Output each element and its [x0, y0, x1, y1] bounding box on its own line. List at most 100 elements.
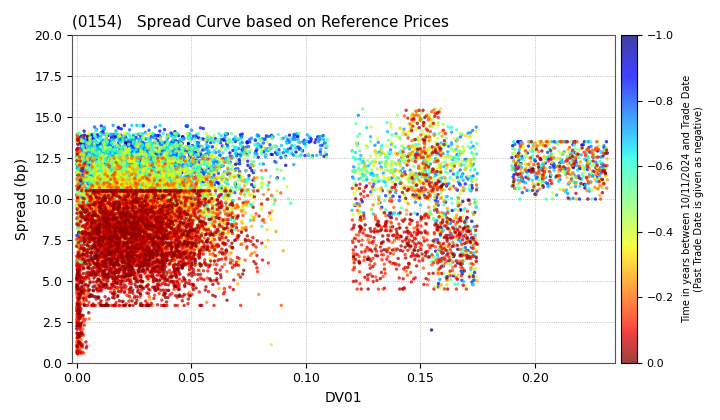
Point [410, 155, 421, 162]
Point [156, 164, 168, 171]
Point [164, 176, 176, 183]
Point [171, 249, 182, 256]
Point [86, 249, 97, 256]
Point [199, 158, 211, 165]
Point [163, 184, 174, 191]
Point [160, 281, 171, 288]
Point [398, 183, 410, 189]
Point [160, 275, 171, 282]
Point [238, 200, 249, 206]
Point [114, 246, 125, 252]
Point [122, 158, 133, 165]
Point [221, 177, 233, 184]
Point [181, 194, 192, 201]
Point [112, 188, 123, 195]
Point [156, 234, 168, 241]
Point [534, 141, 546, 148]
Point [71, 197, 83, 204]
Point [150, 182, 161, 189]
Point [96, 201, 107, 207]
Point [77, 344, 89, 350]
Point [544, 138, 555, 145]
Point [143, 275, 154, 282]
Point [180, 163, 192, 170]
Point [89, 209, 101, 216]
Point [87, 264, 99, 271]
Point [97, 200, 109, 207]
Point [189, 195, 200, 202]
Point [535, 163, 546, 169]
Point [194, 234, 205, 241]
Point [186, 231, 198, 237]
Point [181, 197, 193, 204]
Point [176, 212, 187, 219]
Point [151, 241, 163, 247]
Point [127, 176, 139, 182]
Point [105, 155, 117, 161]
Point [147, 163, 158, 170]
Point [125, 165, 137, 171]
Point [418, 189, 429, 195]
Point [77, 249, 89, 256]
Point [266, 134, 278, 141]
Point [220, 198, 232, 205]
Point [355, 152, 366, 159]
Point [150, 244, 161, 250]
Point [163, 186, 175, 193]
Point [183, 207, 194, 214]
Point [124, 151, 135, 158]
Point [133, 228, 145, 235]
Point [120, 215, 132, 221]
Point [144, 257, 156, 264]
Point [178, 194, 189, 201]
Point [125, 192, 137, 199]
Point [215, 139, 226, 146]
Point [514, 162, 526, 169]
Point [126, 216, 138, 223]
Point [71, 262, 83, 269]
Point [109, 176, 120, 183]
Point [93, 144, 104, 151]
Point [116, 200, 127, 206]
Point [171, 150, 182, 156]
Point [159, 225, 171, 231]
Point [446, 251, 457, 258]
Point [89, 177, 101, 184]
Point [112, 184, 123, 191]
Point [154, 218, 166, 225]
Point [350, 251, 361, 257]
Point [209, 192, 220, 198]
Point [174, 205, 185, 211]
Point [90, 270, 102, 277]
Point [119, 150, 130, 156]
Point [74, 304, 86, 310]
Point [99, 234, 110, 241]
Point [160, 277, 171, 284]
Point [148, 173, 159, 180]
Point [73, 334, 84, 341]
Point [91, 186, 102, 192]
Point [72, 302, 84, 308]
Point [123, 287, 135, 294]
Point [78, 322, 90, 328]
Point [554, 160, 566, 166]
Point [192, 147, 204, 154]
Point [101, 179, 112, 186]
Point [168, 232, 179, 239]
Point [90, 150, 102, 157]
Point [185, 170, 197, 176]
Point [590, 154, 601, 161]
Point [94, 261, 105, 268]
Point [235, 241, 247, 248]
Point [117, 244, 129, 251]
Point [111, 184, 122, 191]
Point [130, 199, 141, 205]
Point [101, 284, 112, 291]
Point [120, 220, 132, 227]
Point [74, 295, 86, 302]
Point [135, 159, 147, 165]
Point [123, 222, 135, 228]
Point [107, 276, 119, 282]
Point [156, 155, 168, 161]
Point [76, 210, 87, 217]
